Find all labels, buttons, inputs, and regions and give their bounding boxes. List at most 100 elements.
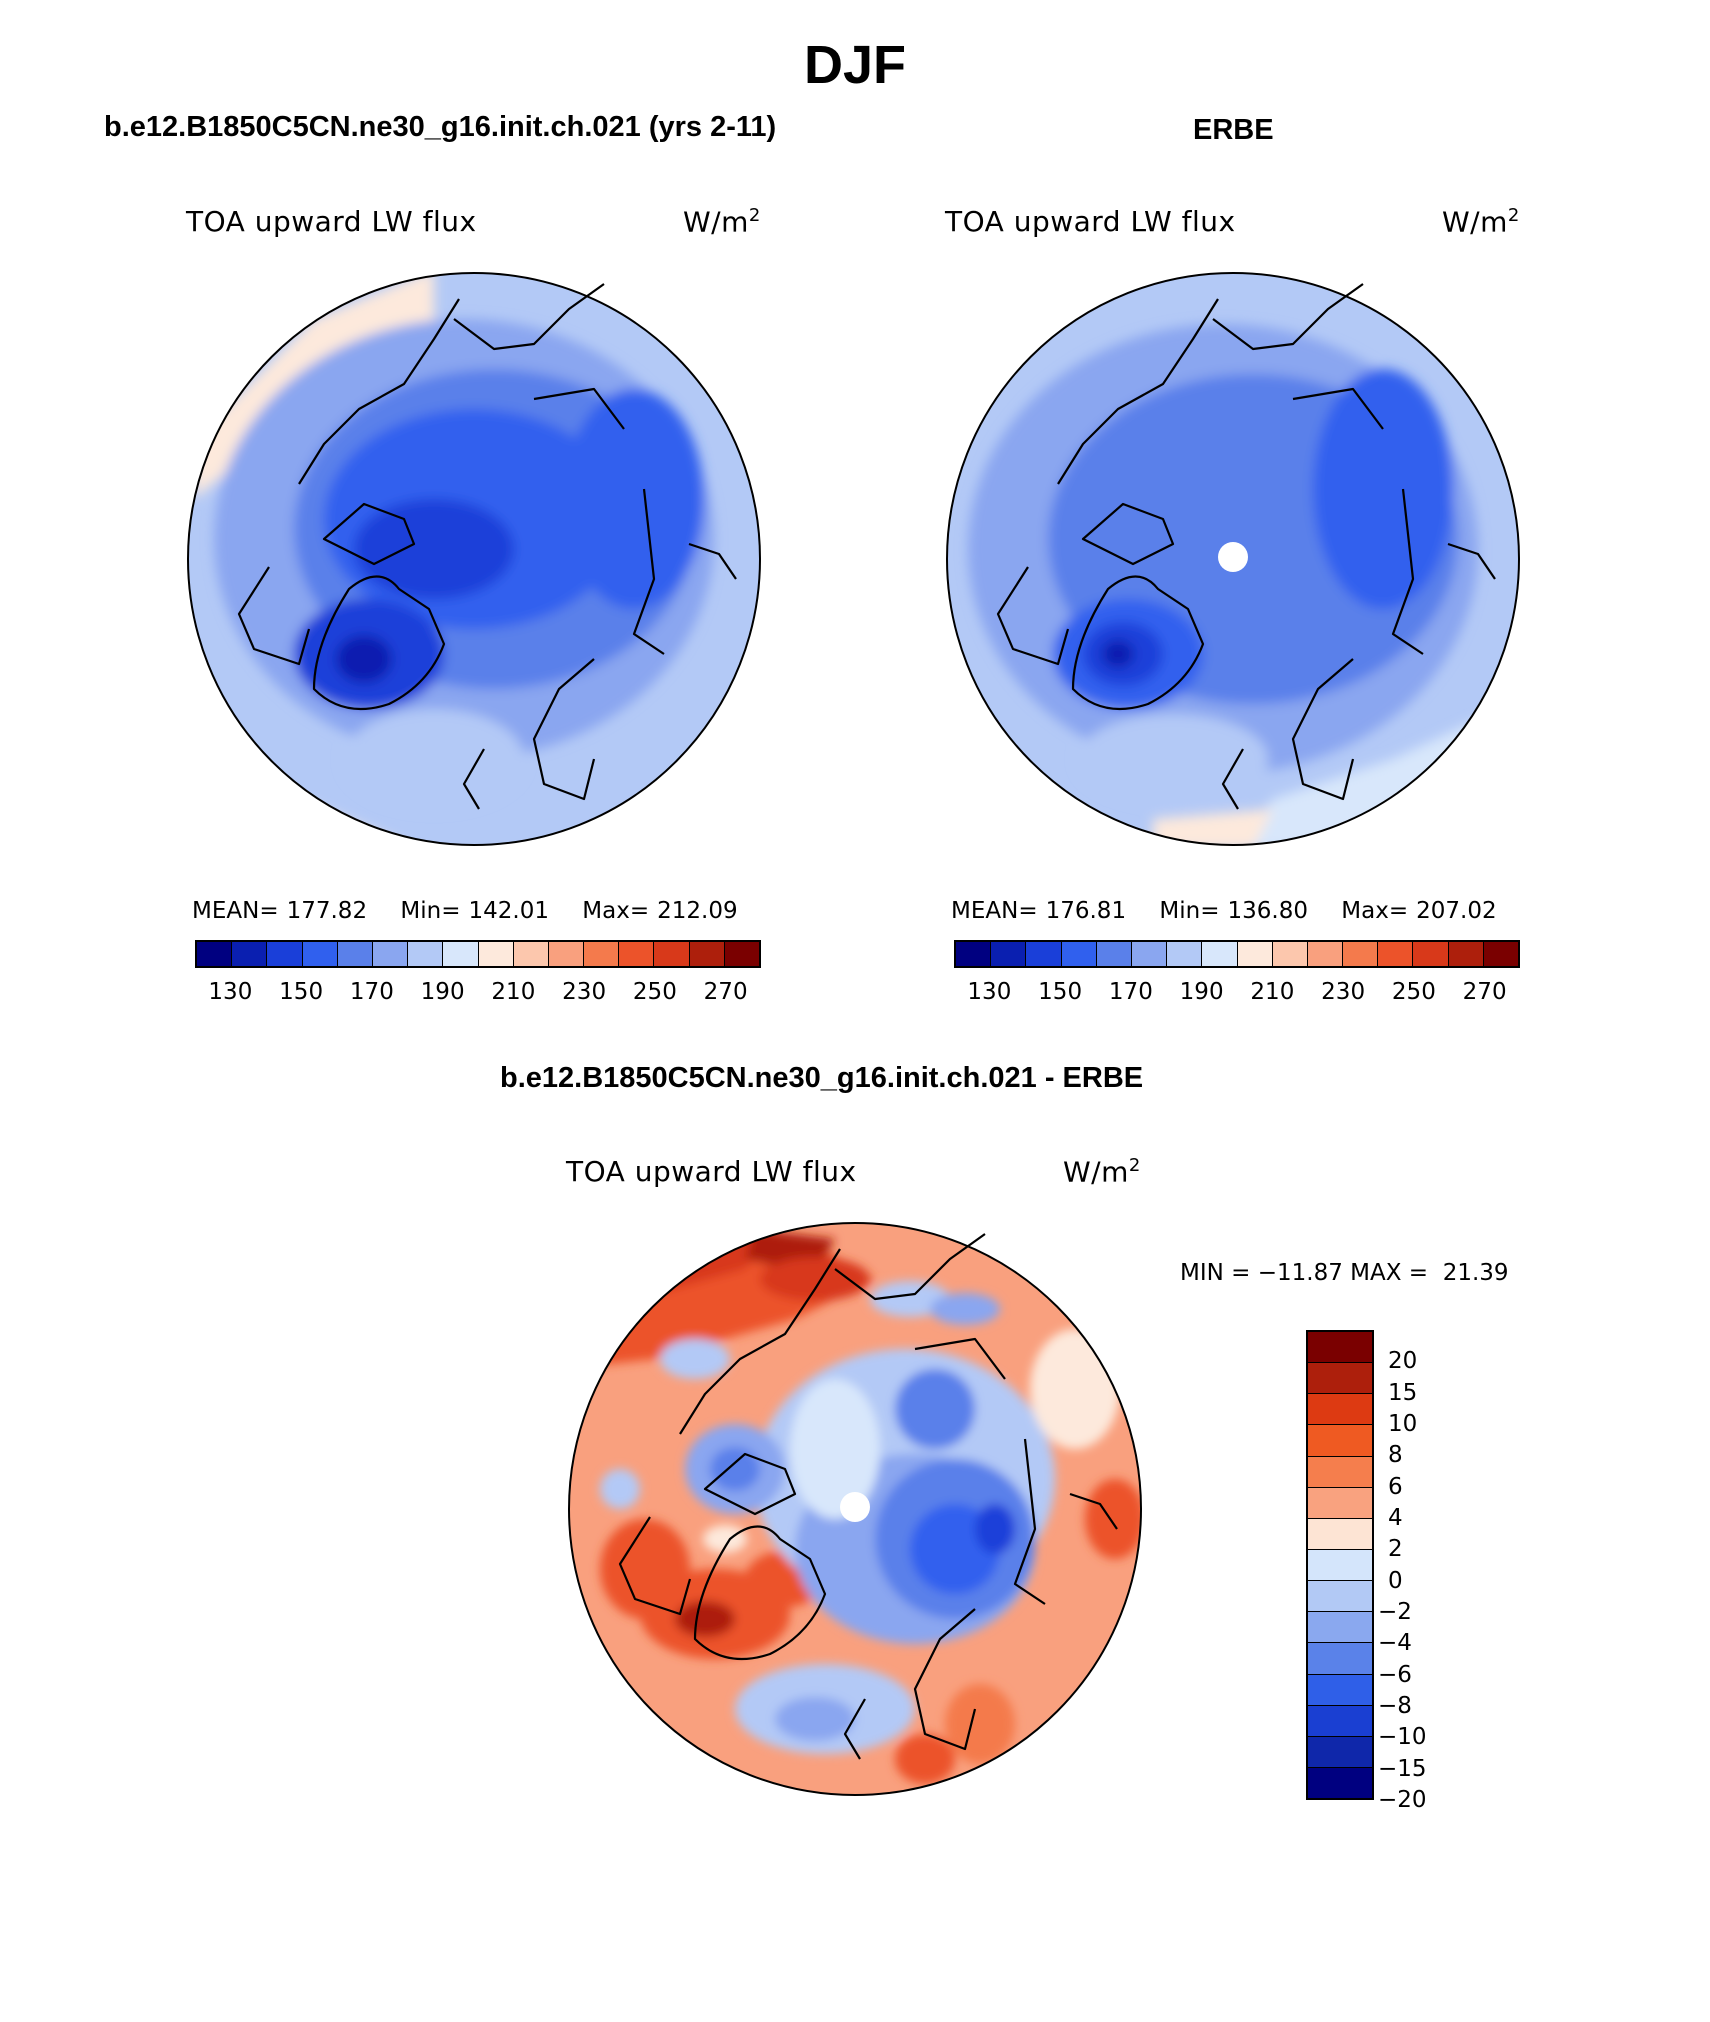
colorbar-swatch <box>991 942 1027 966</box>
colorbar-tick-label: −6 <box>1378 1661 1412 1688</box>
colorbar-swatch <box>1202 942 1238 966</box>
colorbar-swatch <box>619 942 655 966</box>
colorbar-tick-label: 10 <box>1388 1411 1418 1437</box>
pole-missing-data <box>1218 542 1248 572</box>
colorbar-swatch <box>1448 942 1484 966</box>
max-label: Max= <box>582 898 650 924</box>
colorbar-swatch <box>408 942 444 966</box>
colorbar-swatch <box>1343 942 1379 966</box>
colorbar-swatch <box>1307 942 1344 966</box>
colorbar-swatch <box>232 942 268 966</box>
colorbar-tick-label: 190 <box>420 979 465 1005</box>
colorbar-swatch <box>1483 942 1518 966</box>
colorbar-swatch <box>1308 1705 1372 1737</box>
colorbar-swatch <box>1026 942 1062 966</box>
colorbar-swatch <box>1308 1581 1372 1613</box>
colorbar-swatch <box>443 942 479 966</box>
colorbar-swatch <box>302 942 338 966</box>
units-text: W/m <box>1063 1155 1129 1189</box>
colorbar-swatch <box>548 942 585 966</box>
diff-panel-title: b.e12.B1850C5CN.ne30_g16.init.ch.021 - E… <box>500 1062 1144 1094</box>
model-variable-label: TOA upward LW flux <box>186 205 477 238</box>
colorbar-tick-label: 20 <box>1388 1348 1418 1375</box>
colorbar-swatch <box>1308 1518 1372 1550</box>
colorbar-swatch <box>1308 1736 1372 1768</box>
colorbar-tick-label: −2 <box>1378 1599 1412 1625</box>
colorbar-tick-label: 250 <box>1391 979 1436 1005</box>
colorbar-tick-label: −10 <box>1378 1724 1427 1751</box>
colorbar-swatch <box>1167 942 1203 966</box>
mean-label: MEAN= <box>951 898 1038 924</box>
model-statistics: MEAN= 177.82 Min= 142.01 Max= 212.09 <box>192 898 764 924</box>
colorbar-tick-label: 15 <box>1388 1379 1418 1406</box>
pole-missing-data <box>840 1492 870 1522</box>
colorbar-swatch <box>1096 942 1132 966</box>
units-exponent: 2 <box>748 205 761 226</box>
model-colorbar <box>195 940 761 968</box>
min-label: Min= <box>400 898 461 924</box>
max-value: 207.02 <box>1416 898 1497 924</box>
colorbar-swatch <box>584 942 620 966</box>
colorbar-tick-label: 170 <box>349 979 394 1005</box>
colorbar-tick-label: 210 <box>1250 979 1295 1005</box>
colorbar-swatch <box>1308 1363 1372 1395</box>
colorbar-swatch <box>1413 942 1449 966</box>
colorbar-swatch <box>1308 1456 1372 1488</box>
colorbar-swatch <box>1308 1549 1372 1582</box>
diff-colorbar-ticks: 20 15 10 8 6 4 2 0 −2 −4 −6 −8 −10 −15 −20 <box>1378 1330 1464 1813</box>
min-value: 136.80 <box>1227 898 1308 924</box>
colorbar-tick-label: 130 <box>208 979 253 1005</box>
colorbar-swatch <box>1272 942 1308 966</box>
colorbar-swatch <box>478 942 514 966</box>
colorbar-tick-label: −15 <box>1378 1755 1427 1782</box>
units-exponent: 2 <box>1507 205 1520 226</box>
colorbar-swatch <box>197 942 233 966</box>
max-label: Max= <box>1341 898 1409 924</box>
colorbar-tick-label: 230 <box>1321 979 1366 1005</box>
colorbar-swatch <box>724 942 759 966</box>
obs-variable-label: TOA upward LW flux <box>945 205 1236 238</box>
colorbar-tick-label: 270 <box>703 979 748 1005</box>
obs-statistics: MEAN= 176.81 Min= 136.80 Max= 207.02 <box>951 898 1523 924</box>
mean-value: 176.81 <box>1045 898 1127 924</box>
colorbar-swatch <box>1237 942 1273 966</box>
model-polar-map <box>187 272 761 846</box>
diff-minmax: MIN = −11.87 MAX = 21.39 <box>1180 1260 1509 1286</box>
obs-colorbar <box>954 940 1520 968</box>
colorbar-swatch <box>1308 1612 1372 1644</box>
colorbar-swatch <box>1308 1674 1372 1706</box>
colorbar-tick-label: 6 <box>1388 1473 1403 1500</box>
colorbar-swatch <box>1308 1487 1372 1519</box>
obs-polar-map <box>946 272 1520 846</box>
model-units-label: W/m2 <box>683 205 761 238</box>
colorbar-swatch <box>956 942 992 966</box>
units-exponent: 2 <box>1128 1155 1141 1176</box>
colorbar-swatch <box>1308 1425 1372 1457</box>
colorbar-swatch <box>337 942 373 966</box>
colorbar-swatch <box>1308 1394 1372 1426</box>
obs-units-label: W/m2 <box>1442 205 1520 238</box>
colorbar-tick-label: 2 <box>1388 1536 1403 1563</box>
colorbar-tick-label: 4 <box>1388 1505 1403 1531</box>
colorbar-tick-label: 190 <box>1179 979 1224 1005</box>
colorbar-tick-label: 250 <box>632 979 677 1005</box>
colorbar-swatch <box>1061 942 1097 966</box>
colorbar-tick-label: 270 <box>1462 979 1507 1005</box>
colorbar-tick-label: 0 <box>1388 1567 1403 1594</box>
obs-panel-title: ERBE <box>1193 114 1274 146</box>
diff-polar-map <box>568 1222 1142 1796</box>
max-value: 212.09 <box>657 898 738 924</box>
units-text: W/m <box>1442 205 1508 239</box>
colorbar-swatch <box>513 942 549 966</box>
colorbar-swatch <box>372 942 409 966</box>
mean-label: MEAN= <box>192 898 279 924</box>
colorbar-tick-label: −8 <box>1378 1693 1412 1719</box>
diff-units-label: W/m2 <box>1063 1155 1141 1188</box>
colorbar-tick-label: 130 <box>967 979 1012 1005</box>
colorbar-tick-label: −20 <box>1378 1787 1427 1813</box>
colorbar-swatch <box>1378 942 1414 966</box>
mean-value: 177.82 <box>286 898 368 924</box>
min-label: Min= <box>1159 898 1220 924</box>
colorbar-swatch <box>267 942 303 966</box>
units-text: W/m <box>683 205 749 239</box>
